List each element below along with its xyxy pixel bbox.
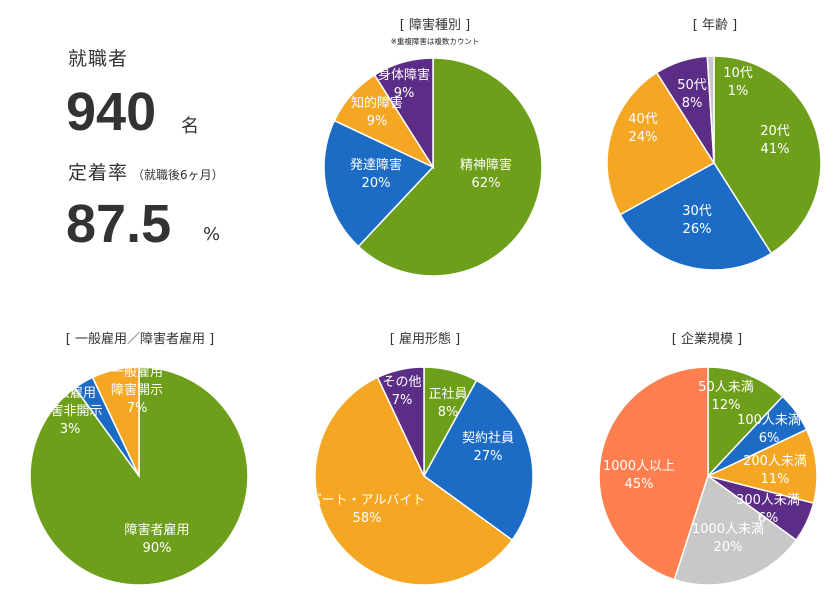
- pie-label-正社員: 正社員 8%: [428, 386, 467, 420]
- pie-label-契約社員: 契約社員 27%: [462, 430, 514, 464]
- employment-stats: 就職者 940 名 定着率 （就職後6ヶ月） 87.5 %: [0, 0, 300, 300]
- retention-value: 87.5: [66, 194, 172, 254]
- pie-slice-パート・アルバイト: [314, 376, 514, 586]
- pie-label-1000人以上: 1000人以上 45%: [603, 459, 675, 492]
- chart-note-disability-type: ※重複障害は複数カウント: [390, 37, 480, 46]
- pie-label-40代: 40代 24%: [628, 112, 658, 145]
- pie-label-30代: 30代 26%: [682, 204, 712, 237]
- pie-slice-精神障害: [357, 57, 543, 277]
- retention-unit: %: [203, 224, 221, 245]
- pie-slice-発達障害: [323, 119, 435, 248]
- chart-title-employment-type: [ 雇用形態 ]: [389, 332, 461, 347]
- pie-slice-1000人未満: [673, 474, 798, 586]
- chart-title-disability-type: [ 障害種別 ]: [399, 18, 471, 33]
- chart-title-employment-category: [ 一般雇用／障害者雇用 ]: [65, 332, 215, 347]
- pie-slice-一般雇用-障害開示: [91, 366, 140, 477]
- chart-title-age: [ 年齢 ]: [692, 18, 738, 33]
- retention-note: （就職後6ヶ月）: [132, 168, 224, 182]
- pie-label-身体障害: 身体障害 9%: [378, 67, 430, 101]
- pie-slice-1000人以上: [598, 366, 709, 581]
- pie-label-知的障害: 知的障害 9%: [351, 95, 403, 129]
- pie-label-パート・アルバイト: パート・アルバイト 58%: [309, 493, 426, 526]
- pie-label-精神障害: 精神障害 62%: [460, 157, 512, 191]
- pie-slice-その他: [376, 366, 425, 477]
- pie-label-20代: 20代 41%: [760, 124, 790, 157]
- pie-label-発達障害: 発達障害 20%: [350, 157, 402, 191]
- pie-label-50人未満: 50人未満 12%: [698, 380, 754, 413]
- pie-slice-50人未満: [707, 366, 784, 478]
- pie-slice-障害者雇用: [29, 366, 249, 586]
- pie-label-300人未満: 300人未満 6%: [736, 493, 800, 526]
- retention-label-text: 定着率: [68, 162, 129, 184]
- employed-label: 就職者: [68, 48, 129, 70]
- pie-label-10代: 10代 1%: [723, 66, 753, 99]
- pie-label-50代: 50代 8%: [677, 78, 707, 111]
- pie-slice-30代: [619, 162, 773, 271]
- pie-slice-契約社員: [423, 379, 534, 542]
- pie-slice-200人未満: [705, 428, 818, 505]
- pie-label-障害者雇用: 障害者雇用 90%: [124, 522, 189, 556]
- chart-title-company-size: [ 企業規模 ]: [671, 332, 743, 347]
- employed-unit: 名: [181, 116, 199, 137]
- pie-label-一般雇用-障害非開示: 一般雇用障害非開示 3%: [37, 385, 102, 437]
- pie-label-100人未満: 100人未満 6%: [737, 413, 801, 446]
- pie-slice-10代: [706, 55, 715, 164]
- employed-value: 940: [66, 82, 157, 142]
- pie-label-一般雇用-障害開示: 一般雇用障害開示 7%: [111, 364, 163, 416]
- retention-label: 定着率 （就職後6ヶ月）: [68, 158, 224, 185]
- pie-label-1000人未満: 1000人未満 20%: [692, 522, 764, 555]
- pie-label-200人未満: 200人未満 11%: [743, 454, 807, 487]
- pie-label-その他: その他 7%: [382, 375, 421, 408]
- pie-slice-40代: [606, 71, 716, 216]
- pie-slice-身体障害: [373, 57, 434, 170]
